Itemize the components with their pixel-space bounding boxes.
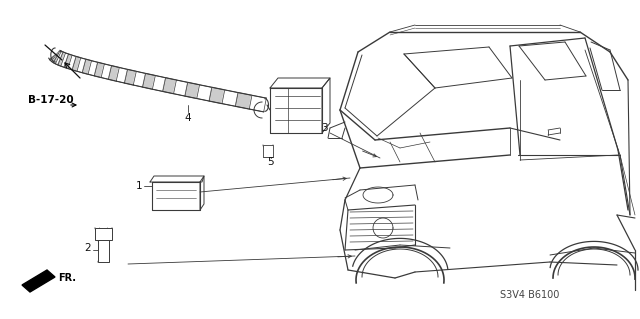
Polygon shape — [125, 70, 136, 85]
Polygon shape — [163, 78, 177, 94]
Polygon shape — [209, 87, 225, 104]
Bar — [95, 228, 112, 240]
Polygon shape — [68, 55, 76, 70]
Text: FR.: FR. — [58, 273, 76, 283]
Text: 4: 4 — [185, 113, 191, 123]
Polygon shape — [72, 56, 81, 71]
Polygon shape — [56, 51, 63, 65]
Polygon shape — [61, 53, 68, 67]
Text: 2: 2 — [84, 243, 91, 253]
Polygon shape — [94, 62, 104, 78]
Text: 3: 3 — [321, 123, 328, 133]
Polygon shape — [249, 95, 266, 112]
Text: B-17-20: B-17-20 — [28, 95, 74, 105]
Polygon shape — [49, 51, 61, 60]
Polygon shape — [53, 50, 62, 63]
Text: 5: 5 — [268, 157, 275, 167]
Polygon shape — [77, 58, 86, 73]
Bar — [98, 240, 109, 262]
Polygon shape — [133, 71, 145, 87]
Polygon shape — [116, 68, 127, 83]
Polygon shape — [101, 64, 111, 79]
Polygon shape — [143, 73, 156, 89]
Polygon shape — [196, 85, 212, 101]
Text: S3V4 B6100: S3V4 B6100 — [500, 290, 560, 300]
Polygon shape — [108, 66, 119, 81]
Polygon shape — [58, 52, 66, 66]
Bar — [263, 145, 273, 157]
Text: 1: 1 — [136, 181, 142, 191]
Polygon shape — [83, 59, 92, 74]
Polygon shape — [88, 61, 98, 76]
Polygon shape — [51, 50, 61, 62]
Polygon shape — [222, 90, 238, 106]
Polygon shape — [22, 270, 55, 292]
Polygon shape — [185, 82, 200, 99]
Polygon shape — [173, 80, 188, 96]
Polygon shape — [152, 76, 166, 92]
Polygon shape — [236, 93, 252, 109]
Polygon shape — [64, 54, 72, 69]
